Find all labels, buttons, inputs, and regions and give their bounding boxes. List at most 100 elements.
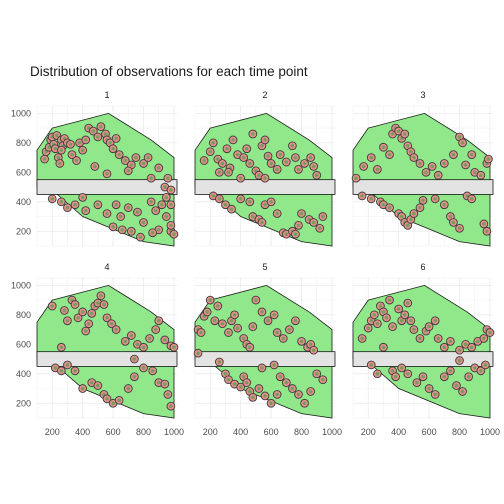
observation-point-center (223, 371, 228, 376)
observation-point-center (442, 374, 447, 379)
observation-point-center (442, 161, 447, 166)
observation-point-center (263, 202, 267, 207)
observation-point-center (272, 313, 276, 317)
observation-point-center (269, 401, 273, 406)
observation-point-center (469, 345, 474, 350)
observation-point-center (241, 374, 246, 379)
observation-point-center (149, 176, 153, 181)
observation-point-center (172, 232, 176, 237)
observation-point-center (360, 336, 364, 341)
observation-point-center (405, 301, 410, 305)
observation-point-center (375, 321, 380, 326)
observation-point-center (109, 321, 114, 326)
observation-point-center (118, 214, 123, 219)
observation-point-center (369, 318, 374, 323)
observation-point-center (433, 392, 437, 397)
observation-point-center (308, 342, 313, 347)
facet-strip-label: 6 (420, 262, 425, 272)
observation-point-center (281, 336, 286, 341)
observation-point-center (65, 363, 70, 367)
observation-point-center (396, 307, 401, 311)
observation-point-center (418, 336, 422, 341)
observation-point-center (409, 149, 413, 154)
observation-point-center (153, 327, 158, 332)
observation-point-center (405, 371, 410, 376)
observation-point-center (80, 386, 85, 391)
observation-point-center (284, 160, 289, 164)
y-tick-label: 1000 (11, 280, 31, 290)
observation-point-center (381, 202, 386, 207)
observation-point-center (235, 152, 240, 157)
observation-point-center (433, 318, 437, 323)
x-tick-label: 1000 (322, 427, 342, 437)
observation-point-center (427, 386, 431, 391)
observation-point-center (260, 143, 264, 148)
observation-point-center (105, 315, 109, 320)
observation-point-center (111, 225, 115, 229)
observation-point-center (96, 301, 100, 305)
observation-point-center (91, 129, 96, 133)
observation-point-center (59, 369, 64, 373)
observation-point-center (205, 310, 209, 314)
observation-point-center (208, 298, 213, 302)
observation-point-center (454, 383, 459, 388)
observation-point-center (263, 394, 267, 398)
observation-point-center (217, 360, 222, 364)
observation-point-center (254, 298, 258, 302)
observation-point-center (448, 339, 453, 344)
observation-point-center (381, 345, 386, 350)
observation-point-center (59, 199, 64, 204)
observation-point-center (415, 380, 419, 385)
observation-point-center (436, 336, 441, 341)
observation-point-center (251, 214, 255, 219)
observation-point-center (123, 339, 128, 344)
observation-point-center (275, 392, 279, 397)
y-tick-label: 400 (16, 369, 31, 379)
observation-point-center (479, 369, 483, 373)
observation-point-center (479, 173, 483, 178)
x-tick-label: 400 (391, 427, 406, 437)
observation-point-center (138, 235, 143, 239)
observation-point-center (114, 327, 118, 332)
observation-point-center (232, 313, 237, 317)
observation-point-center (156, 166, 161, 170)
observation-point-center (287, 327, 292, 332)
observation-point-center (163, 338, 167, 342)
observation-point-center (150, 369, 155, 373)
observation-point-center (409, 217, 413, 222)
observation-point-center (483, 363, 488, 367)
observation-point-center (223, 202, 228, 207)
observation-point-center (308, 155, 313, 160)
observation-point-center (73, 202, 77, 207)
observation-point-center (390, 369, 395, 373)
observation-point-center (117, 398, 121, 403)
observation-point-center (126, 169, 131, 173)
observation-point-center (360, 194, 364, 198)
observation-point-center (123, 158, 128, 163)
observation-point-center (387, 298, 392, 302)
observation-point-center (149, 199, 153, 204)
observation-point-center (83, 138, 88, 142)
observation-point-center (321, 377, 325, 382)
observation-point-center (147, 336, 152, 341)
observation-point-center (247, 199, 252, 204)
observation-point-center (463, 342, 468, 347)
observation-point-center (387, 152, 392, 157)
observation-point-center (202, 158, 206, 163)
observation-point-center (129, 333, 134, 338)
observation-point-center (463, 163, 468, 167)
observation-point-center (164, 195, 169, 200)
observation-point-center (114, 202, 118, 207)
observation-point-center (251, 324, 255, 329)
observation-point-center (393, 374, 398, 379)
observation-point-center (159, 202, 164, 207)
observation-point-center (442, 202, 447, 207)
observation-point-center (418, 205, 422, 210)
observation-point-center (208, 149, 213, 154)
observation-point-center (135, 210, 140, 214)
observation-point-center (169, 223, 173, 228)
x-tick-label: 400 (233, 427, 248, 437)
observation-point-center (117, 152, 121, 157)
facet-strip-label: 4 (104, 262, 109, 272)
observation-point-center (129, 229, 134, 234)
